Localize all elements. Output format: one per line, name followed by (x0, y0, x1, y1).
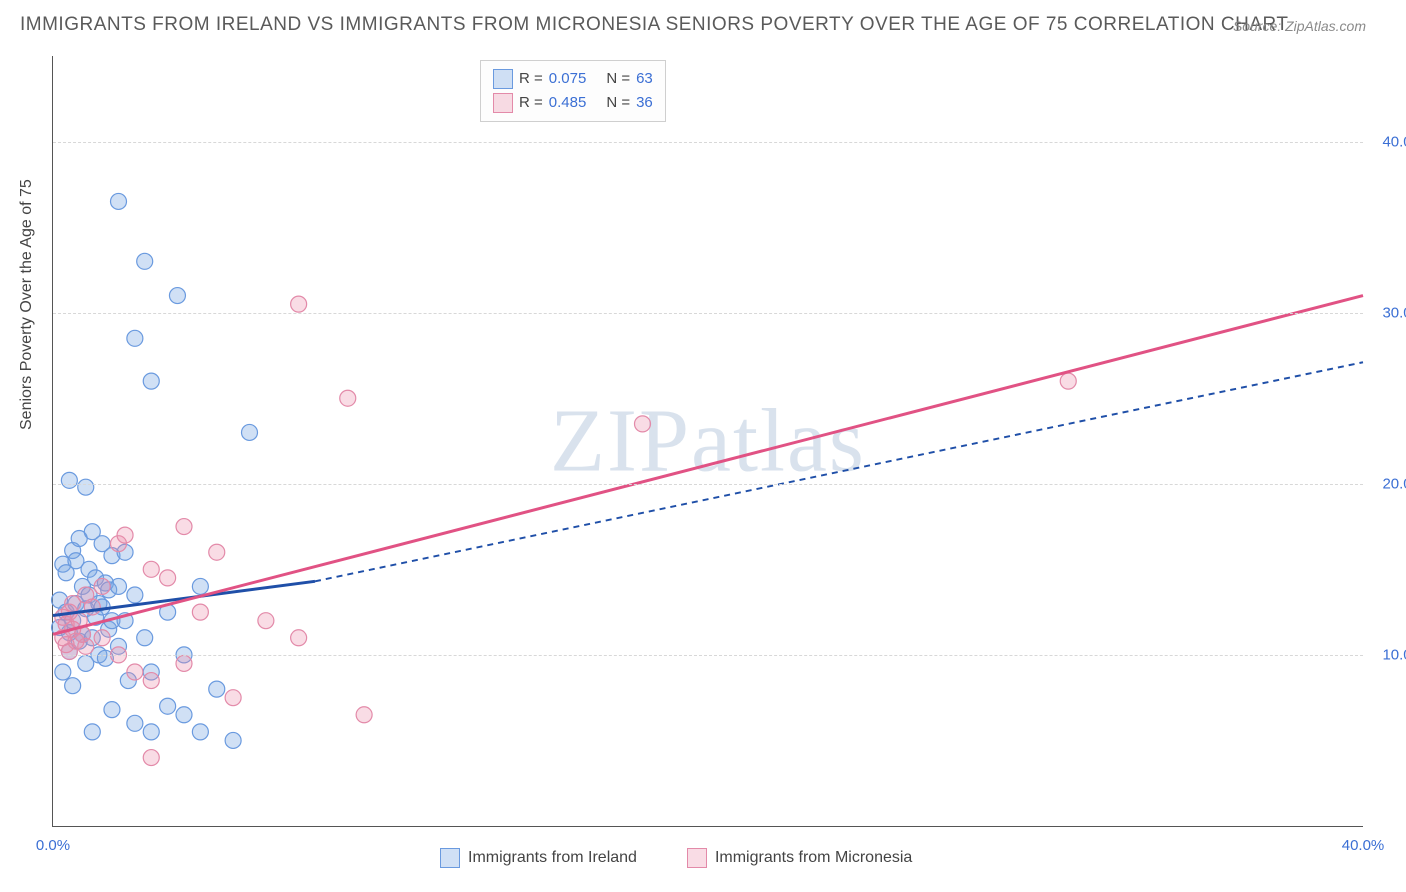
data-point (65, 678, 81, 694)
data-point (1060, 373, 1076, 389)
legend-bottom-item: Immigrants from Micronesia (687, 848, 912, 868)
data-point (192, 578, 208, 594)
grid-line (53, 484, 1363, 485)
y-tick-label: 10.0% (1382, 646, 1406, 663)
data-point (176, 655, 192, 671)
legend-top-row: R = 0.485 N = 36 (493, 91, 653, 115)
y-tick-label: 30.0% (1382, 304, 1406, 321)
trend-line (53, 296, 1363, 635)
r-value: 0.485 (549, 91, 587, 115)
data-point (356, 707, 372, 723)
chart-title: IMMIGRANTS FROM IRELAND VS IMMIGRANTS FR… (20, 14, 1288, 36)
legend-swatch-icon (440, 848, 460, 868)
x-tick-label: 40.0% (1342, 837, 1385, 854)
data-point (192, 604, 208, 620)
data-point (55, 664, 71, 680)
data-point (127, 715, 143, 731)
grid-line (53, 655, 1363, 656)
data-point (143, 673, 159, 689)
data-point (209, 544, 225, 560)
r-value: 0.075 (549, 67, 587, 91)
legend-label: Immigrants from Micronesia (715, 849, 912, 867)
r-label: R = (519, 67, 543, 91)
data-point (84, 724, 100, 740)
data-point (143, 373, 159, 389)
data-point (111, 578, 127, 594)
legend-swatch-icon (687, 848, 707, 868)
legend-swatch-icon (493, 93, 513, 113)
data-point (94, 578, 110, 594)
n-value: 36 (636, 91, 653, 115)
data-point (78, 479, 94, 495)
plot-area: ZIPatlas 10.0%20.0%30.0%40.0%0.0%40.0% (52, 56, 1363, 827)
legend-bottom-item: Immigrants from Ireland (440, 848, 637, 868)
data-point (78, 638, 94, 654)
legend-swatch-icon (493, 69, 513, 89)
n-label: N = (606, 67, 630, 91)
data-point (127, 587, 143, 603)
data-point (127, 664, 143, 680)
data-point (340, 390, 356, 406)
data-point (176, 519, 192, 535)
data-point (143, 750, 159, 766)
legend-top: R = 0.075 N = 63 R = 0.485 N = 36 (480, 60, 666, 122)
data-point (258, 613, 274, 629)
data-point (209, 681, 225, 697)
legend-bottom: Immigrants from Ireland Immigrants from M… (440, 848, 912, 868)
data-point (160, 570, 176, 586)
y-axis-title: Seniors Poverty Over the Age of 75 (18, 179, 36, 430)
chart-svg (53, 56, 1363, 826)
data-point (160, 698, 176, 714)
data-point (169, 288, 185, 304)
legend-label: Immigrants from Ireland (468, 849, 637, 867)
n-label: N = (606, 91, 630, 115)
data-point (127, 330, 143, 346)
data-point (242, 424, 258, 440)
data-point (225, 732, 241, 748)
data-point (104, 702, 120, 718)
data-point (61, 472, 77, 488)
data-point (192, 724, 208, 740)
data-point (291, 630, 307, 646)
source-label: Source: ZipAtlas.com (1233, 18, 1366, 34)
data-point (117, 527, 133, 543)
legend-top-row: R = 0.075 N = 63 (493, 67, 653, 91)
trend-line-dashed (315, 362, 1363, 581)
n-value: 63 (636, 67, 653, 91)
r-label: R = (519, 91, 543, 115)
data-point (111, 193, 127, 209)
data-point (176, 707, 192, 723)
data-point (635, 416, 651, 432)
data-point (225, 690, 241, 706)
grid-line (53, 142, 1363, 143)
y-tick-label: 40.0% (1382, 133, 1406, 150)
data-point (94, 630, 110, 646)
grid-line (53, 313, 1363, 314)
data-point (143, 724, 159, 740)
data-point (137, 253, 153, 269)
x-tick-label: 0.0% (36, 837, 70, 854)
data-point (137, 630, 153, 646)
y-tick-label: 20.0% (1382, 475, 1406, 492)
data-point (291, 296, 307, 312)
data-point (143, 561, 159, 577)
